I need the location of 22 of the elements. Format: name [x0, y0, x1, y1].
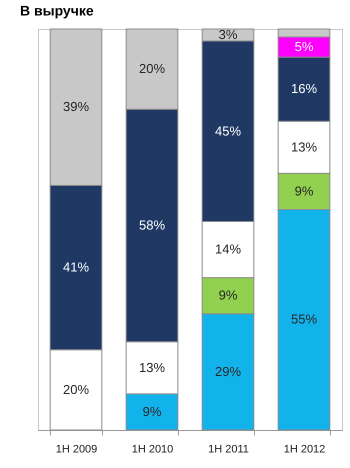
data-label: 58% [138, 217, 166, 232]
data-label: 39% [62, 99, 90, 114]
data-label: 41% [62, 260, 90, 275]
data-label: 20% [62, 382, 90, 397]
data-label: 14% [214, 242, 242, 257]
data-label: 9% [294, 183, 314, 198]
data-label: 29% [214, 364, 242, 379]
x-tick-label: 1H 2011 [208, 444, 249, 456]
data-label: 9% [142, 404, 162, 419]
data-label: 13% [290, 139, 318, 154]
x-tick-label: 1H 2012 [284, 444, 326, 456]
data-label: 45% [214, 123, 242, 138]
data-label: 5% [294, 39, 314, 54]
chart-title: В выручке [20, 2, 94, 18]
data-label: 20% [138, 61, 166, 76]
x-tick-label: 1H 2009 [56, 444, 98, 456]
x-tick-label: 1H 2010 [132, 444, 174, 456]
data-label: 13% [138, 360, 166, 375]
data-label: 9% [218, 288, 238, 303]
data-label: 16% [290, 81, 318, 96]
data-label: 55% [290, 312, 318, 327]
data-label: 3% [218, 27, 238, 42]
